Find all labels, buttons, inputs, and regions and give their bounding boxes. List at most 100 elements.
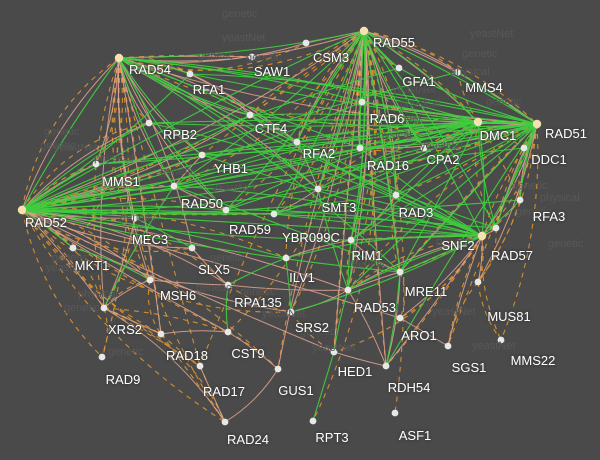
edge [134, 217, 193, 249]
edge [399, 123, 538, 273]
edge [363, 30, 497, 229]
edge [363, 30, 401, 273]
edge [173, 185, 227, 211]
edge [21, 209, 229, 333]
edge [477, 123, 538, 283]
edge [385, 235, 483, 367]
graph-node-hed1[interactable] [330, 348, 338, 356]
edge [350, 123, 538, 241]
edge [447, 235, 483, 347]
graph-node-rad18[interactable] [157, 330, 165, 338]
graph-node-ybr099c[interactable] [270, 210, 278, 218]
graph-node-slx5[interactable] [188, 244, 196, 252]
graph-node-cst9[interactable] [224, 328, 232, 336]
graph-node-mms22[interactable] [497, 336, 505, 344]
edge [118, 57, 298, 143]
graph-node-rad59[interactable] [222, 206, 230, 214]
graph-node-csm3[interactable] [302, 39, 310, 47]
graph-node-smt3[interactable] [314, 185, 322, 193]
graph-node-rad16[interactable] [356, 144, 364, 152]
graph-node-snf2[interactable] [477, 231, 487, 241]
edge [477, 121, 525, 149]
graph-node-rdh54[interactable] [382, 362, 390, 370]
edge [273, 30, 365, 215]
edge [93, 57, 120, 309]
graph-node-asf1[interactable] [391, 409, 399, 417]
edge [477, 121, 521, 201]
edge [477, 121, 497, 229]
edge [21, 163, 97, 211]
graph-node-mec3[interactable] [131, 214, 139, 222]
edge [103, 279, 151, 309]
edge [317, 30, 365, 190]
node-layer[interactable] [17, 26, 542, 426]
graph-node-mms1[interactable] [92, 160, 100, 168]
graph-node-mus81[interactable] [474, 278, 482, 286]
graph-node-dmc1[interactable] [473, 117, 483, 127]
graph-node-xrs2[interactable] [100, 304, 108, 312]
graph-node-mms4[interactable] [454, 68, 462, 76]
edge [118, 57, 175, 187]
edge [285, 234, 483, 259]
edge [519, 123, 538, 201]
graph-node-ctf4[interactable] [246, 111, 254, 119]
edge [21, 209, 103, 358]
graph-node-rfa1[interactable] [186, 70, 194, 78]
graph-node-ddc1[interactable] [520, 144, 528, 152]
graph-node-saw1[interactable] [248, 53, 256, 61]
edge [273, 213, 483, 237]
graph-node-rfa2[interactable] [293, 138, 301, 146]
edge [395, 194, 483, 237]
graph-node-rad51[interactable] [532, 119, 542, 129]
graph-node-ilv1[interactable] [282, 254, 290, 262]
edge [21, 57, 120, 211]
edge [21, 209, 105, 309]
graph-node-gfa1[interactable] [395, 64, 403, 72]
graph-node-rad55[interactable] [359, 26, 369, 36]
edge [21, 209, 352, 241]
graph-node-rpb2[interactable] [145, 119, 153, 127]
edge [21, 30, 365, 211]
edge [148, 121, 479, 127]
graph-node-msh6[interactable] [146, 276, 154, 284]
edge [363, 30, 459, 73]
graph-node-rim1[interactable] [347, 236, 355, 244]
edge [363, 30, 479, 123]
edge [385, 271, 401, 367]
graph-node-rpt3[interactable] [309, 417, 317, 425]
graph-node-gus1[interactable] [274, 365, 282, 373]
edge [457, 71, 538, 125]
edge [160, 333, 201, 367]
graph-node-rad57[interactable] [492, 224, 500, 232]
graph-node-aro1[interactable] [396, 314, 404, 322]
graph-node-rad3[interactable] [392, 191, 400, 199]
edge [72, 247, 151, 281]
graph-node-rad24[interactable] [221, 418, 229, 426]
graph-node-mkt1[interactable] [69, 244, 77, 252]
graph-node-cpa2[interactable] [420, 144, 428, 152]
graph-node-srs2[interactable] [287, 308, 295, 316]
edge [118, 57, 226, 423]
edge [95, 123, 538, 165]
graph-node-sgs1[interactable] [444, 342, 452, 350]
graph-node-rad50[interactable] [170, 182, 178, 190]
edge [399, 271, 406, 319]
edge [423, 120, 538, 149]
edge [95, 57, 121, 165]
graph-node-yhb1[interactable] [198, 151, 206, 159]
graph-node-rad6[interactable] [358, 98, 366, 106]
graph-node-mre11[interactable] [396, 268, 404, 276]
edge [103, 307, 229, 333]
graph-node-rpa135[interactable] [224, 281, 232, 289]
graph-node-rfa3[interactable] [516, 196, 524, 204]
graph-node-rad17[interactable] [196, 362, 204, 370]
edge [117, 57, 151, 281]
graph-node-rad52[interactable] [17, 205, 27, 215]
edge [72, 57, 123, 249]
graph-node-rad54[interactable] [114, 53, 124, 63]
graph-node-rad53[interactable] [344, 286, 352, 294]
edge [21, 209, 483, 237]
graph-node-rad9[interactable] [98, 353, 106, 361]
edge [173, 154, 203, 187]
